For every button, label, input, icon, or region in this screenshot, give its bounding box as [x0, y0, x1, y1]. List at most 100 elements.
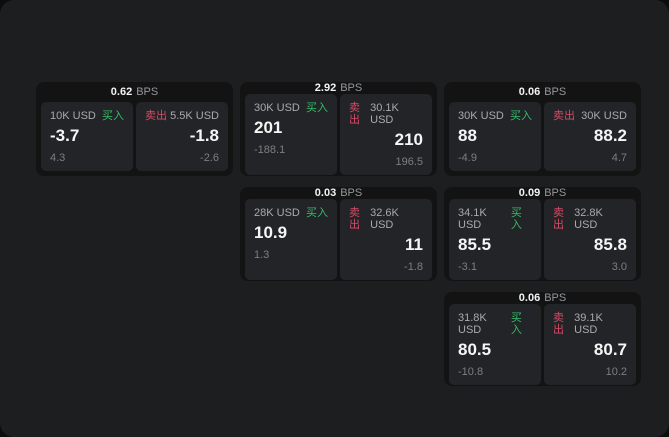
buy-panel[interactable]: 28K USD 买入 10.9 1.3 — [245, 199, 337, 280]
sell-amount-label: 30.1K USD — [370, 102, 399, 126]
quote-card: 0.03 BPS 28K USD 买入 10.9 1.3 卖出 32.6K US… — [240, 187, 437, 281]
bps-unit-label: BPS — [544, 86, 567, 98]
sell-badge: 卖出 — [553, 207, 564, 231]
sell-panel[interactable]: 卖出 30.1K USD 210 196.5 — [340, 94, 432, 175]
bps-unit-label: BPS — [136, 86, 159, 98]
buy-badge: 买入 — [510, 207, 522, 231]
panel-top-row: 31.8K USD 买入 — [458, 312, 532, 336]
sell-delta-value: 196.5 — [395, 156, 423, 168]
panel-top-row: 卖出 32.6K USD — [349, 207, 423, 231]
sell-amount-label: 30K USD — [581, 110, 627, 122]
sell-panel[interactable]: 卖出 32.8K USD 85.8 3.0 — [544, 199, 636, 280]
buy-panel[interactable]: 34.1K USD 买入 85.5 -3.1 — [449, 199, 541, 280]
bps-value: 2.92 — [314, 82, 337, 94]
panel-top-row: 卖出 32.8K USD — [553, 207, 627, 231]
sell-delta-value: -2.6 — [200, 152, 219, 164]
buy-amount-label: 31.8K USD — [458, 312, 487, 336]
bps-unit-label: BPS — [544, 292, 567, 304]
quote-card: 0.09 BPS 34.1K USD 买入 85.5 -3.1 卖出 32.8K… — [444, 187, 641, 281]
card-body: 31.8K USD 买入 80.5 -10.8 卖出 39.1K USD 80.… — [444, 304, 641, 390]
card-bps-header: 2.92 BPS — [240, 82, 437, 94]
buy-delta-value: -4.9 — [458, 152, 477, 164]
panel-top-row: 卖出 5.5K USD — [145, 110, 219, 122]
card-body: 34.1K USD 买入 85.5 -3.1 卖出 32.8K USD 85.8… — [444, 199, 641, 285]
sell-badge: 卖出 — [553, 312, 564, 336]
buy-price-value: 201 — [254, 118, 283, 137]
panel-top-row: 30K USD 买入 — [254, 102, 328, 114]
card-body: 28K USD 买入 10.9 1.3 卖出 32.6K USD 11 -1.8 — [240, 199, 437, 285]
sell-price-value: 88.2 — [593, 126, 627, 145]
bps-value: 0.06 — [518, 292, 541, 304]
panel-top-row: 卖出 39.1K USD — [553, 312, 627, 336]
sell-price-value: -1.8 — [189, 126, 219, 145]
quote-card: 0.06 BPS 31.8K USD 买入 80.5 -10.8 卖出 39.1… — [444, 292, 641, 386]
buy-delta-value: 4.3 — [50, 152, 66, 164]
buy-amount-label: 28K USD — [254, 207, 300, 219]
panel-top-row: 卖出 30K USD — [553, 110, 627, 122]
sell-delta-value: 3.0 — [611, 261, 627, 273]
sell-price-value: 85.8 — [593, 235, 627, 254]
buy-amount-label: 30K USD — [458, 110, 504, 122]
buy-badge: 买入 — [306, 102, 328, 114]
buy-delta-value: -10.8 — [458, 366, 484, 378]
sell-panel[interactable]: 卖出 32.6K USD 11 -1.8 — [340, 199, 432, 280]
buy-amount-label: 10K USD — [50, 110, 96, 122]
buy-panel[interactable]: 31.8K USD 买入 80.5 -10.8 — [449, 304, 541, 385]
sell-delta-value: -1.8 — [404, 261, 423, 273]
bps-value: 0.09 — [518, 187, 541, 199]
sell-amount-label: 32.6K USD — [370, 207, 399, 231]
buy-amount-label: 34.1K USD — [458, 207, 487, 231]
bps-unit-label: BPS — [544, 187, 567, 199]
quote-cards-grid: 0.62 BPS 10K USD 买入 -3.7 4.3 卖出 5.5K USD — [36, 82, 641, 386]
buy-badge: 买入 — [510, 110, 532, 122]
buy-delta-value: 1.3 — [254, 249, 270, 261]
sell-badge: 卖出 — [349, 102, 360, 126]
sell-badge: 卖出 — [145, 110, 167, 122]
card-bps-header: 0.06 BPS — [444, 292, 641, 304]
sell-panel[interactable]: 卖出 30K USD 88.2 4.7 — [544, 102, 636, 171]
bps-value: 0.06 — [518, 86, 541, 98]
buy-badge: 买入 — [102, 110, 124, 122]
card-bps-header: 0.03 BPS — [240, 187, 437, 199]
sell-delta-value: 4.7 — [611, 152, 627, 164]
sell-badge: 卖出 — [349, 207, 360, 231]
panel-top-row: 34.1K USD 买入 — [458, 207, 532, 231]
bps-value: 0.03 — [314, 187, 337, 199]
card-body: 10K USD 买入 -3.7 4.3 卖出 5.5K USD -1.8 -2.… — [36, 102, 233, 176]
buy-price-value: 80.5 — [458, 340, 492, 359]
buy-price-value: 88 — [458, 126, 477, 145]
buy-price-value: -3.7 — [50, 126, 80, 145]
bps-unit-label: BPS — [340, 82, 363, 94]
sell-price-value: 80.7 — [593, 340, 627, 359]
bps-unit-label: BPS — [340, 187, 363, 199]
buy-panel[interactable]: 30K USD 买入 201 -188.1 — [245, 94, 337, 175]
card-bps-header: 0.09 BPS — [444, 187, 641, 199]
quote-card: 0.06 BPS 30K USD 买入 88 -4.9 卖出 30K USD — [444, 82, 641, 176]
quote-card: 2.92 BPS 30K USD 买入 201 -188.1 卖出 30.1K … — [240, 82, 437, 176]
buy-panel[interactable]: 10K USD 买入 -3.7 4.3 — [41, 102, 133, 171]
panel-top-row: 28K USD 买入 — [254, 207, 328, 219]
card-bps-header: 0.06 BPS — [444, 82, 641, 102]
sell-badge: 卖出 — [553, 110, 575, 122]
quote-card: 0.62 BPS 10K USD 买入 -3.7 4.3 卖出 5.5K USD — [36, 82, 233, 176]
card-body: 30K USD 买入 88 -4.9 卖出 30K USD 88.2 4.7 — [444, 102, 641, 176]
buy-badge: 买入 — [510, 312, 522, 336]
sell-price-value: 210 — [394, 130, 423, 149]
bps-value: 0.62 — [110, 86, 133, 98]
buy-delta-value: -188.1 — [254, 144, 286, 156]
sell-panel[interactable]: 卖出 5.5K USD -1.8 -2.6 — [136, 102, 228, 171]
card-body: 30K USD 买入 201 -188.1 卖出 30.1K USD 210 1… — [240, 94, 437, 180]
sell-amount-label: 32.8K USD — [574, 207, 603, 231]
buy-badge: 买入 — [306, 207, 328, 219]
panel-top-row: 30K USD 买入 — [458, 110, 532, 122]
buy-delta-value: -3.1 — [458, 261, 477, 273]
buy-amount-label: 30K USD — [254, 102, 300, 114]
panel-top-row: 卖出 30.1K USD — [349, 102, 423, 126]
buy-panel[interactable]: 30K USD 买入 88 -4.9 — [449, 102, 541, 171]
card-bps-header: 0.62 BPS — [36, 82, 233, 102]
sell-amount-label: 39.1K USD — [574, 312, 603, 336]
sell-delta-value: 10.2 — [605, 366, 627, 378]
sell-panel[interactable]: 卖出 39.1K USD 80.7 10.2 — [544, 304, 636, 385]
buy-price-value: 85.5 — [458, 235, 492, 254]
